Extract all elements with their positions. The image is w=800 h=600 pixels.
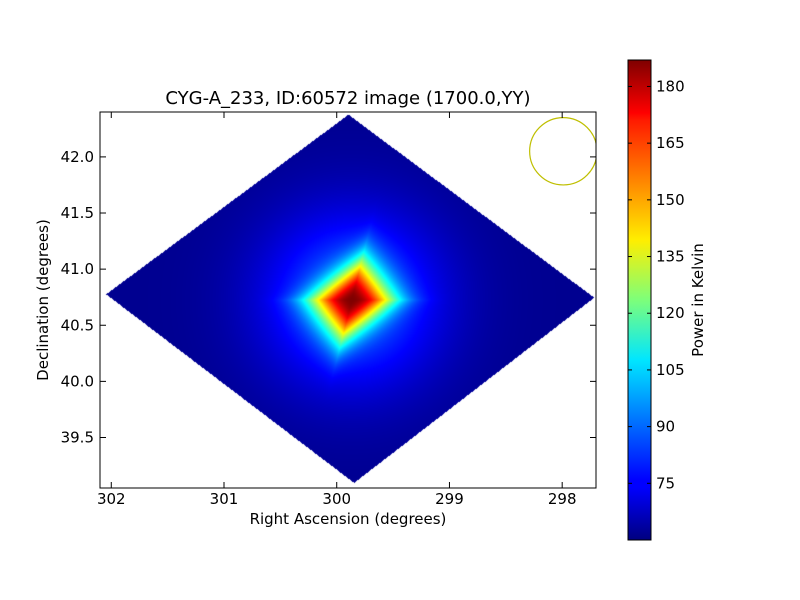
- colorbar-tick-label: 105: [656, 361, 685, 379]
- y-tick-label: 42.0: [61, 148, 94, 166]
- y-tick-label: 41.5: [61, 204, 94, 222]
- colorbar-tick-label: 165: [656, 134, 685, 152]
- colorbar-gradient: [628, 60, 651, 540]
- y-tick-label: 39.5: [61, 428, 94, 446]
- y-tick-label: 40.0: [61, 372, 94, 390]
- colorbar-ticks: 75 90 105 120 135 150 165 180: [628, 77, 685, 492]
- colorbar-tick-label: 75: [656, 474, 675, 492]
- y-axis-label: Declination (degrees): [34, 219, 52, 381]
- x-tick-label: 299: [435, 490, 464, 508]
- y-tick-label: 40.5: [61, 316, 94, 334]
- colorbar-tick-label: 90: [656, 418, 675, 436]
- x-tick-label: 298: [548, 490, 577, 508]
- axes-frame: [99, 111, 597, 489]
- x-ticks: 302 301 300 299 298: [97, 112, 577, 508]
- x-axis-label: Right Ascension (degrees): [250, 510, 447, 528]
- colorbar-tick-label: 150: [656, 191, 685, 209]
- plot-area: 302 301 300 299 298 39.5 40.0 40.5 41.0 41.5 42.0: [61, 111, 597, 508]
- x-tick-label: 300: [322, 490, 351, 508]
- colorbar-tick-label: 120: [656, 304, 685, 322]
- y-ticks: 39.5 40.0 40.5 41.0 41.5 42.0: [61, 148, 596, 446]
- colorbar: 75 90 105 120 135 150 165 180 Power in Kelvin: [627, 59, 707, 541]
- y-tick-label: 41.0: [61, 260, 94, 278]
- heatmap-image: [100, 112, 596, 488]
- chart-title: CYG-A_233, ID:60572 image (1700.0,YY): [165, 88, 530, 109]
- colorbar-frame: [627, 59, 652, 541]
- colorbar-label: Power in Kelvin: [689, 243, 707, 357]
- colorbar-tick-label: 135: [656, 248, 685, 266]
- x-tick-label: 301: [210, 490, 239, 508]
- beam-circle: [529, 117, 596, 186]
- colorbar-tick-label: 180: [656, 77, 685, 95]
- x-tick-label: 302: [97, 490, 126, 508]
